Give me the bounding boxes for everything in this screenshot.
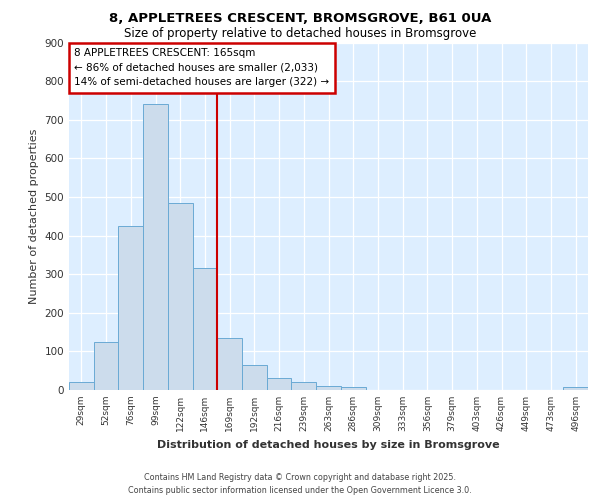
Text: Contains public sector information licensed under the Open Government Licence 3.: Contains public sector information licen… (128, 486, 472, 495)
Text: 8, APPLETREES CRESCENT, BROMSGROVE, B61 0UA: 8, APPLETREES CRESCENT, BROMSGROVE, B61 … (109, 12, 491, 26)
Bar (143, 104, 168, 390)
Text: Size of property relative to detached houses in Bromsgrove: Size of property relative to detached ho… (124, 28, 476, 40)
Bar (341, 387, 365, 390)
Bar (563, 387, 588, 390)
Bar (94, 342, 118, 390)
X-axis label: Distribution of detached houses by size in Bromsgrove: Distribution of detached houses by size … (157, 440, 500, 450)
Bar (217, 338, 242, 390)
Text: Contains HM Land Registry data © Crown copyright and database right 2025.: Contains HM Land Registry data © Crown c… (144, 472, 456, 482)
Bar (168, 202, 193, 390)
Bar (193, 268, 217, 390)
Bar (292, 382, 316, 390)
Bar (118, 226, 143, 390)
Bar (316, 386, 341, 390)
Bar (267, 378, 292, 390)
Bar (242, 365, 267, 390)
Text: 8 APPLETREES CRESCENT: 165sqm
← 86% of detached houses are smaller (2,033)
14% o: 8 APPLETREES CRESCENT: 165sqm ← 86% of d… (74, 48, 329, 88)
Y-axis label: Number of detached properties: Number of detached properties (29, 128, 39, 304)
Bar (69, 382, 94, 390)
